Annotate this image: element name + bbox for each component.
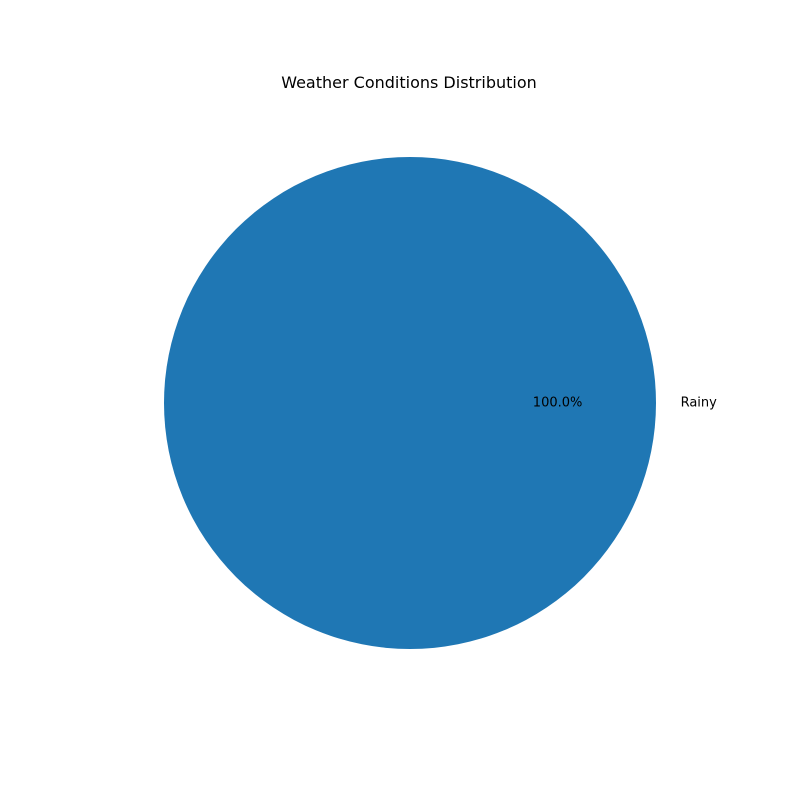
pie-slice-rainy [164, 157, 656, 649]
slice-label: Rainy [681, 396, 718, 411]
slice-percent-label: 100.0% [533, 396, 583, 411]
pie-labels: Rainy 100.0% [533, 396, 717, 411]
chart-title: Weather Conditions Distribution [281, 73, 537, 92]
pie-slices [164, 157, 656, 649]
